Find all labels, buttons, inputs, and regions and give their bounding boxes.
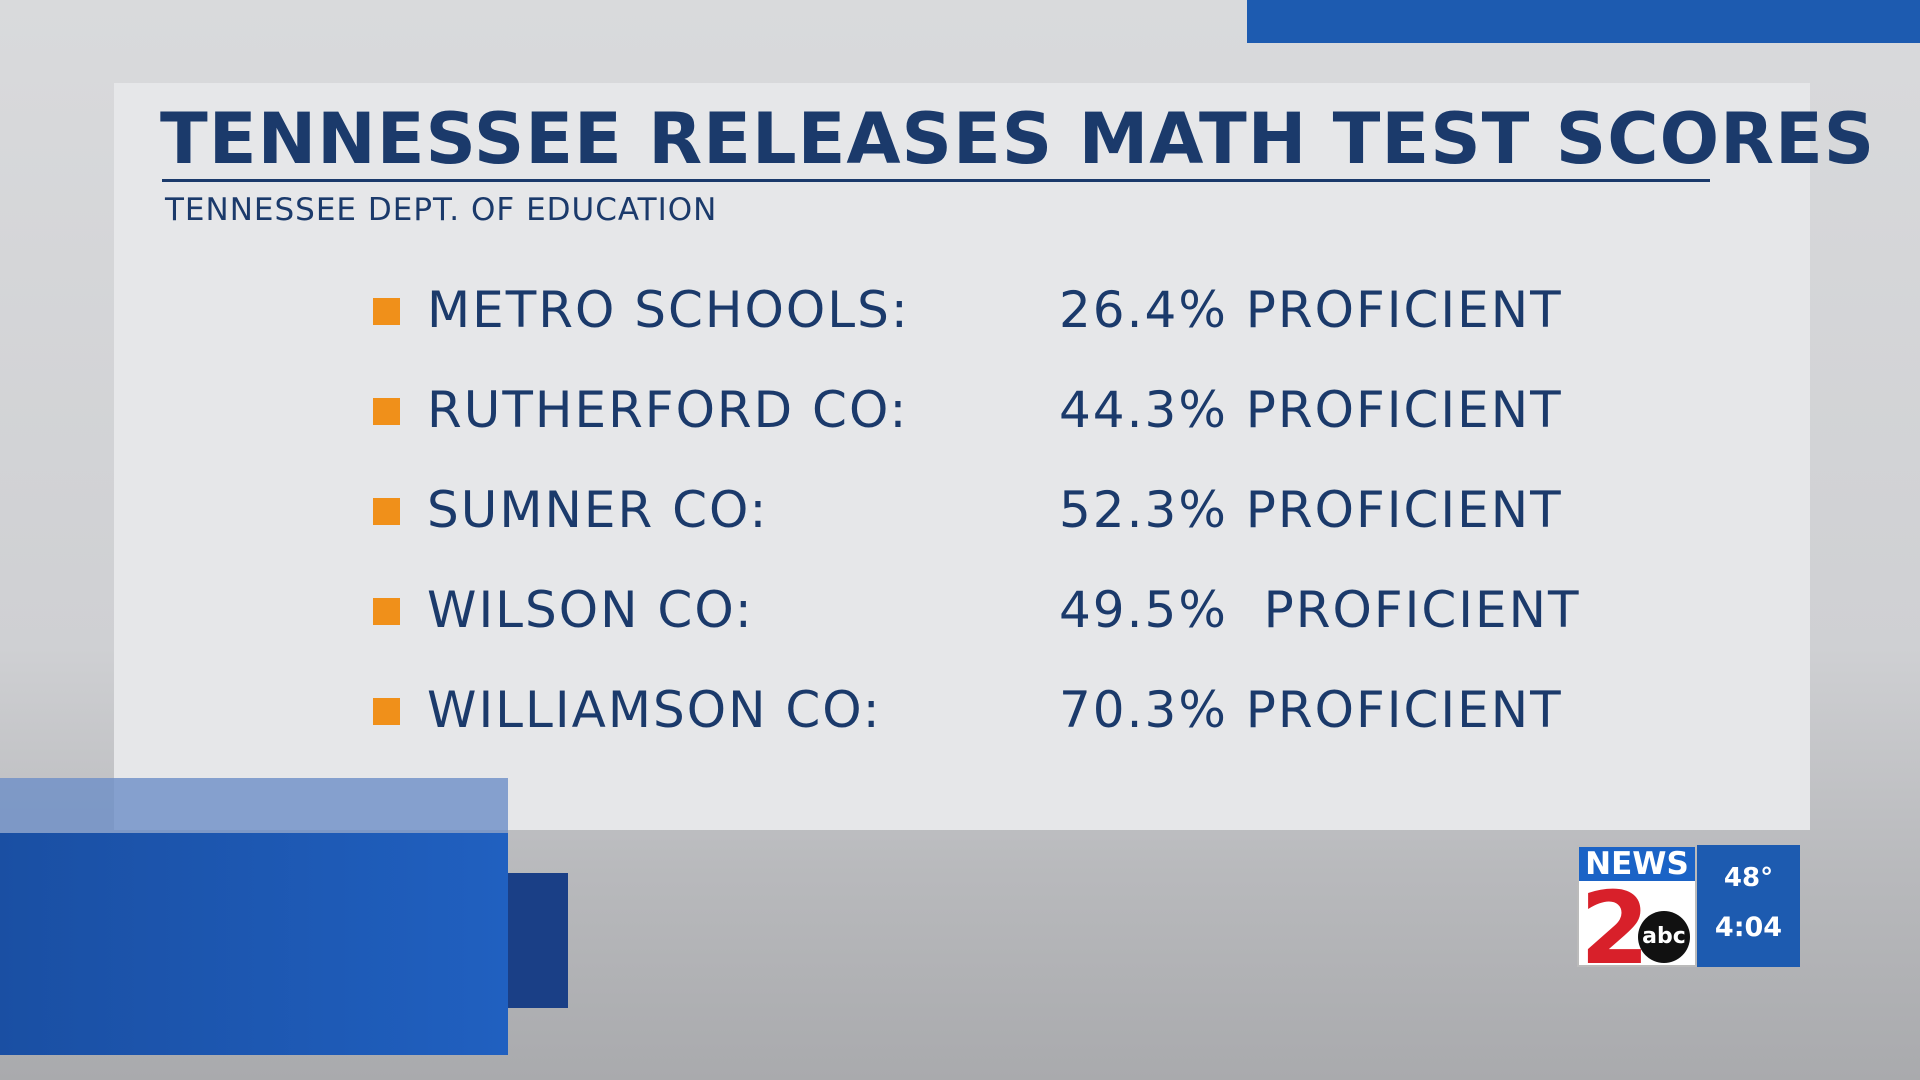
- bullet: [373, 598, 400, 625]
- district-score: 52.3% PROFICIENT: [1059, 481, 1563, 539]
- logo-brand: NEWS: [1579, 847, 1695, 881]
- temperature: 48°: [1723, 863, 1774, 893]
- district-score: 70.3% PROFICIENT: [1059, 681, 1563, 739]
- decor-bar: [0, 778, 508, 833]
- decor-bar: [1247, 0, 1920, 43]
- source: TENNESSEE DEPT. OF EDUCATION: [165, 192, 718, 228]
- bullet: [373, 698, 400, 725]
- time: 4:04: [1714, 912, 1783, 943]
- weather-box: [1697, 845, 1800, 967]
- district-name: METRO SCHOOLS:: [427, 281, 910, 339]
- decor-bar: [0, 833, 508, 1055]
- title-rule: [162, 179, 1710, 182]
- district-score: 49.5% PROFICIENT: [1059, 581, 1581, 639]
- district-score: 26.4% PROFICIENT: [1059, 281, 1563, 339]
- logo-network: abc: [1638, 911, 1690, 963]
- bullet: [373, 498, 400, 525]
- district-name: RUTHERFORD CO:: [427, 381, 909, 439]
- district-name: WILSON CO:: [427, 581, 754, 639]
- district-name: WILLIAMSON CO:: [427, 681, 882, 739]
- logo-channel: 2: [1580, 870, 1650, 987]
- title: TENNESSEE RELEASES MATH TEST SCORES: [160, 98, 1876, 180]
- decor-bar: [508, 873, 568, 1008]
- district-name: SUMNER CO:: [427, 481, 769, 539]
- bullet: [373, 398, 400, 425]
- district-score: 44.3% PROFICIENT: [1059, 381, 1563, 439]
- bullet: [373, 298, 400, 325]
